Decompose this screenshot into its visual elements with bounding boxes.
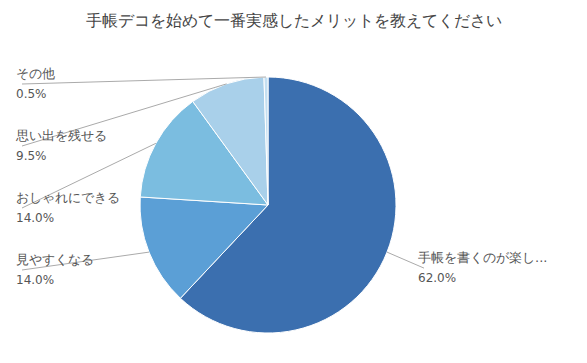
labels: その他 0.5% 思い出を残せる 9.5% おしゃれにできる 14.0% 見やすくなる 14.… [15,66,547,287]
data-label: 0.5% [16,87,47,101]
slice [140,197,268,298]
title: 手帳デコを始めて一番実感したメリットを教えてください [86,11,502,30]
data-label: 14.0% [16,211,54,225]
slice-label: 手帳を書くのが楽し... [418,250,547,265]
pie [140,77,396,333]
slice-label: その他 [16,66,55,81]
data-label: 62.0% [418,271,456,285]
slice [193,77,268,205]
data-label: 9.5% [16,149,47,163]
slice-label: 見やすくなる [16,252,94,267]
slice [264,77,268,205]
data-label: 14.0% [16,273,54,287]
slice-label: おしゃれにできる [16,190,120,205]
slice-label: 思い出を残せる [15,128,107,143]
leader-line [22,77,266,84]
chart: 手帳デコを始めて一番実感したメリットを教えてくださいその他 0.5% 思い出を残せる… [0,0,587,363]
leader-lines [22,77,424,270]
